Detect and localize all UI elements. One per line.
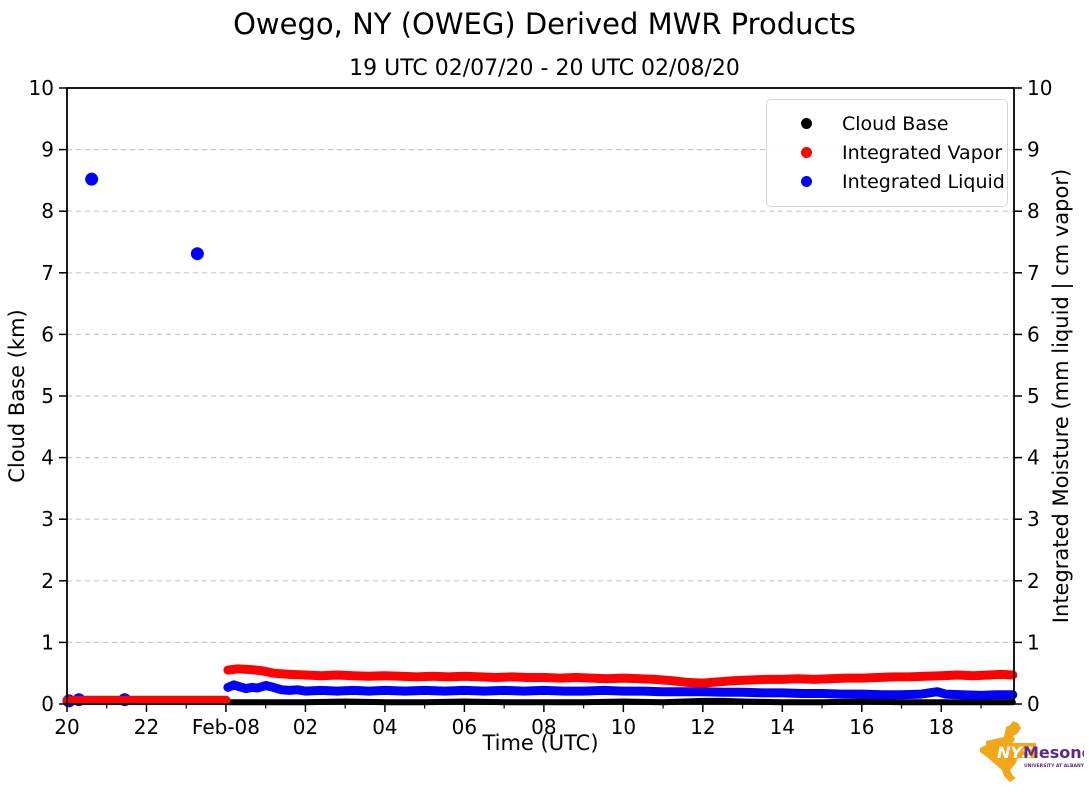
y-tick-label-right: 10	[1027, 76, 1052, 100]
x-tick-label: 20	[54, 715, 79, 739]
y-tick-label-left: 10	[29, 76, 54, 100]
x-tick-label: 08	[531, 715, 556, 739]
x-tick-label: 06	[452, 715, 477, 739]
x-tick-label: 12	[690, 715, 715, 739]
x-tick-label: 22	[134, 715, 159, 739]
x-tick-label: Feb-08	[192, 715, 260, 739]
x-tick-label: 04	[372, 715, 397, 739]
y-tick-label-left: 1	[41, 630, 54, 654]
series-integrated-vapor	[223, 664, 1018, 688]
x-axis-label: Time (UTC)	[482, 731, 599, 755]
legend-label: Cloud Base	[842, 112, 949, 135]
y-tick-label-right: 3	[1027, 507, 1040, 531]
ny-state-shape-icon	[980, 721, 1036, 782]
integrated-vapor-marker-icon	[801, 147, 812, 158]
y-tick-label-right: 7	[1027, 261, 1040, 285]
y-tick-label-left: 6	[41, 322, 54, 346]
legend-item-integrated-vapor: Integrated Vapor	[779, 138, 1002, 167]
x-tick-label: 14	[770, 715, 795, 739]
y-tick-label-right: 0	[1027, 692, 1040, 716]
nys-mesonet-logo: NYS Mesonet UNIVERSITY AT ALBANY	[966, 718, 1089, 798]
y-tick-label-right: 8	[1027, 199, 1040, 223]
x-tick-label: 18	[929, 715, 954, 739]
y-tick-label-right: 2	[1027, 569, 1040, 593]
legend-label: Integrated Liquid	[842, 170, 1005, 193]
point-integrated-liquid	[85, 172, 99, 186]
y-tick-label-right: 1	[1027, 630, 1040, 654]
chart-subtitle: 19 UTC 02/07/20 - 20 UTC 02/08/20	[349, 56, 740, 81]
y-tick-label-left: 5	[41, 384, 54, 408]
x-tick-label: 10	[611, 715, 636, 739]
y-tick-label-right: 4	[1027, 446, 1040, 470]
series-cloud-base	[224, 697, 1016, 706]
cloud-base-marker-icon	[801, 118, 812, 129]
x-tick-label: 02	[293, 715, 318, 739]
y-tick-label-left: 4	[41, 446, 54, 470]
y-tick-label-right: 5	[1027, 384, 1040, 408]
chart-title: Owego, NY (OWEG) Derived MWR Products	[233, 7, 856, 41]
logo-mesonet-text: Mesonet	[1023, 743, 1084, 762]
chart-legend: Cloud Base Integrated Vapor Integrated L…	[766, 99, 1008, 207]
series-integrated-liquid	[223, 680, 1018, 700]
legend-item-integrated-liquid: Integrated Liquid	[779, 167, 1005, 196]
legend-item-cloud-base: Cloud Base	[779, 109, 995, 138]
y-tick-label-left: 2	[41, 569, 54, 593]
y-tick-label-left: 9	[41, 138, 54, 162]
point-integrated-liquid	[190, 247, 204, 261]
integrated-liquid-marker-icon	[801, 176, 812, 187]
y-tick-label-right: 9	[1027, 138, 1040, 162]
y-axis-label-left: Cloud Base (km)	[5, 309, 29, 483]
y-tick-label-left: 3	[41, 507, 54, 531]
y-tick-label-left: 7	[41, 261, 54, 285]
logo-nys-text: NYS	[997, 743, 1034, 762]
y-tick-label-right: 6	[1027, 322, 1040, 346]
x-tick-label: 16	[849, 715, 874, 739]
logo-tagline-text: UNIVERSITY AT ALBANY	[1024, 763, 1084, 769]
y-tick-label-left: 8	[41, 199, 54, 223]
y-tick-label-left: 0	[41, 692, 54, 716]
legend-label: Integrated Vapor	[842, 141, 1003, 164]
y-axis-label-right: Integrated Moisture (mm liquid | cm vapo…	[1049, 168, 1073, 624]
